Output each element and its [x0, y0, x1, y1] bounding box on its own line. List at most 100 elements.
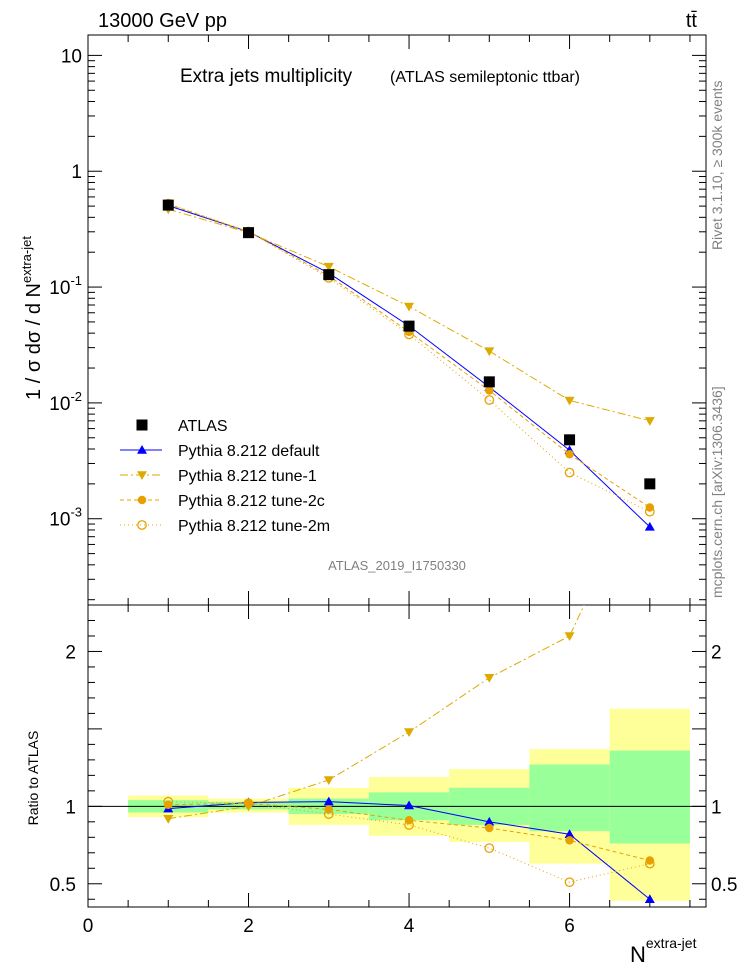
stat-uncertainty-band	[529, 764, 610, 832]
source-label: mcplots.cern.ch [arXiv:1306.3436]	[709, 386, 725, 598]
y-tick-base: 10	[49, 278, 70, 299]
x-axis-label: Nextra-jet	[630, 935, 697, 967]
ratio-y-tick-label-right: 2	[711, 642, 722, 663]
y-axis-label-sup: extra-jet	[19, 236, 34, 283]
y-tick-exponent: -2	[70, 389, 82, 404]
legend-marker	[136, 419, 148, 431]
y-tick-label: 10-3	[49, 505, 82, 531]
series-2-main-point	[485, 386, 494, 395]
y-tick-base: 10	[49, 394, 70, 415]
chart-title: Extra jets multiplicity	[180, 66, 353, 87]
atlas-data-point	[564, 434, 576, 446]
analysis-label: ATLAS_2019_I1750330	[328, 558, 466, 573]
x-tick-label: 6	[564, 916, 575, 937]
ratio-y-tick-label-right: 1	[711, 797, 722, 818]
series-2-main-line	[168, 203, 651, 508]
series-2-ratio-point	[164, 800, 173, 810]
legend-marker	[137, 520, 147, 530]
series-1-main-point	[564, 396, 575, 406]
series-3-ratio-line	[168, 801, 650, 883]
legend: ATLAS Pythia 8.212 default Pythia 8.212 tu…	[120, 418, 330, 535]
x-tick-label: 0	[83, 916, 94, 937]
series-1-ratio-point	[404, 728, 415, 737]
y-tick-exponent: -1	[70, 273, 82, 288]
series-3-ratio-point	[243, 798, 254, 809]
atlas-data-point	[243, 227, 255, 239]
series-3-main-point	[564, 467, 575, 478]
rivet-label: Rivet 3.1.10, ≥ 300k events	[709, 80, 725, 250]
series-3-ratio-point	[484, 843, 495, 854]
ratio-y-tick-label: 1	[65, 797, 76, 818]
series-1-main-line	[168, 208, 650, 422]
legend-label: Pythia 8.212 tune-2c	[178, 493, 325, 510]
legend-marker	[137, 445, 147, 454]
x-axis-label-sup: extra-jet	[646, 935, 697, 951]
series-3-main-point	[644, 506, 655, 517]
x-tick-label: 4	[404, 916, 415, 937]
series-1-main-point	[404, 302, 415, 312]
series-1-main-point	[484, 347, 495, 357]
series-2-ratio-point	[565, 836, 574, 845]
y-tick-label: 10-2	[49, 389, 82, 415]
ratio-y-tick-label-right: 0.5	[711, 875, 737, 896]
series-0-ratio-point	[323, 796, 334, 806]
y-tick-base: 10	[61, 46, 82, 67]
series-1-ratio-point	[163, 814, 174, 824]
atlas-data-point	[403, 320, 415, 332]
legend-label: Pythia 8.212 tune-1	[178, 468, 317, 485]
y-tick-label: 10	[61, 46, 82, 67]
series-0-main-point	[644, 521, 655, 531]
y-tick-label: 1	[71, 162, 82, 183]
series-1-ratio-point	[564, 632, 575, 641]
ratio-series-group	[163, 462, 655, 904]
x-axis-label-text: N	[630, 942, 646, 967]
series-3-ratio-point	[644, 858, 655, 869]
series-1-ratio-point	[323, 776, 334, 786]
legend-label: Pythia 8.212 default	[178, 443, 320, 460]
y-tick-label: 10-1	[49, 273, 82, 299]
ratio-plot-frame	[87, 604, 707, 908]
series-2-ratio-point	[645, 856, 655, 865]
chart-subtitle: (ATLAS semileptonic ttbar)	[390, 69, 580, 86]
series-2-ratio-point	[485, 823, 494, 833]
legend-label: Pythia 8.212 tune-2m	[178, 518, 330, 535]
series-3-ratio-point	[163, 796, 174, 807]
series-3-main-point	[484, 395, 495, 405]
series-0-ratio-point	[484, 816, 495, 826]
atlas-data-point	[483, 376, 495, 388]
series-3-ratio-point	[404, 820, 414, 830]
series-1-main-point	[644, 417, 655, 426]
ratio-y-axis-label: Ratio to ATLAS	[25, 731, 41, 826]
process-label: tt̄	[686, 10, 698, 32]
legend-marker	[137, 471, 147, 480]
series-1-ratio-point	[484, 674, 495, 683]
atlas-data-point	[644, 478, 656, 490]
x-tick-label: 2	[243, 916, 254, 937]
legend-label: ATLAS	[178, 418, 228, 435]
ratio-y-tick-label: 0.5	[50, 875, 76, 896]
series-0-ratio-point	[404, 800, 415, 810]
y-tick-base: 10	[49, 510, 70, 531]
main-series-group	[162, 198, 656, 531]
series-1-ratio-point	[645, 462, 655, 471]
y-tick-base: 1	[71, 162, 82, 183]
series-0-ratio-point	[644, 894, 655, 904]
y-axis-label-text: 1 / σ dσ / d N	[23, 283, 45, 400]
y-axis-label: 1 / σ dσ / d Nextra-jet	[19, 236, 45, 400]
legend-marker	[137, 495, 147, 505]
energy-label: 13000 GeV pp	[98, 10, 227, 32]
series-3-ratio-point	[323, 809, 334, 819]
atlas-data-point	[323, 269, 335, 281]
series-2-main-point	[565, 450, 574, 459]
ratio-y-tick-label: 2	[65, 642, 76, 663]
y-tick-exponent: -3	[70, 505, 82, 520]
ratio-axis-ticks: 0 2 4 6 2 2 1 1 0.5 0.5	[50, 605, 737, 937]
series-3-ratio-point	[564, 877, 575, 888]
stat-uncertainty-band	[609, 750, 690, 844]
atlas-data-point	[162, 199, 174, 211]
series-3-main-line	[168, 203, 651, 513]
series-1-main-point	[323, 262, 334, 272]
series-0-ratio-point	[564, 829, 575, 838]
